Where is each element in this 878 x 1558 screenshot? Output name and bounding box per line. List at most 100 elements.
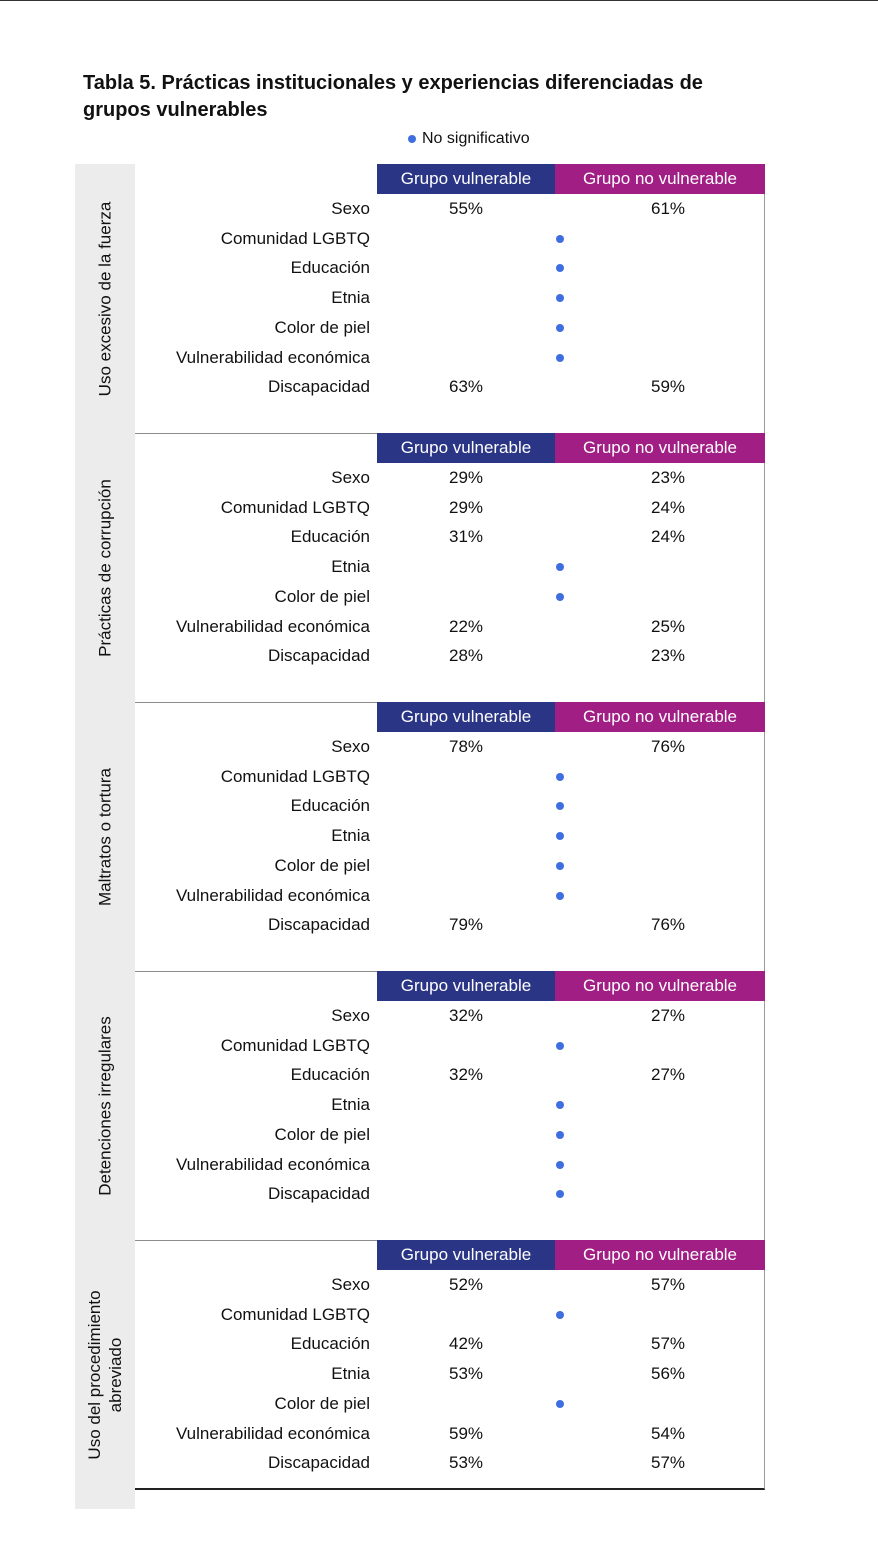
legend-label: No significativo	[422, 130, 530, 147]
value-vulnerable: 29%	[448, 497, 484, 517]
table-row: Vulnerabilidad económica 59% 54%	[135, 1419, 765, 1449]
section-side-panel: Detenciones irregulares	[75, 971, 135, 1240]
results-table: Uso excesivo de la fuerza Grupo vulnerabl…	[75, 164, 765, 1509]
not-significant-dot-icon	[556, 1130, 564, 1139]
row-label: Sexo	[331, 468, 370, 487]
not-significant-dot-icon	[556, 353, 564, 362]
legend: No significativo	[408, 128, 530, 150]
blue-dot-icon	[408, 135, 416, 143]
table-row: Educación 42% 57%	[135, 1329, 765, 1359]
row-label: Etnia	[331, 288, 370, 308]
table-row: Educación 32% 27%	[135, 1060, 765, 1090]
table-row: Sexo 55% 61%	[135, 194, 765, 224]
not-significant-dot-icon	[556, 1399, 564, 1408]
column-header-vulnerable: Grupo vulnerable	[377, 1240, 555, 1270]
row-label: Educación	[290, 796, 370, 816]
not-significant-dot-icon	[556, 1160, 564, 1169]
table-row: Vulnerabilidad económica	[135, 1150, 765, 1180]
value-non-vulnerable: 57%	[650, 1275, 686, 1294]
table-row: Etnia	[135, 552, 765, 582]
not-significant-dot-icon	[556, 802, 564, 811]
not-significant-dot-icon	[556, 891, 564, 900]
table-row: Etnia	[135, 1090, 765, 1120]
row-label: Comunidad LGBTQ	[220, 497, 370, 517]
not-significant-dot-icon	[556, 1310, 564, 1319]
value-vulnerable: 52%	[448, 1275, 484, 1294]
column-header-non-vulnerable: Grupo no vulnerable	[555, 1240, 765, 1270]
row-label: Vulnerabilidad económica	[175, 885, 370, 905]
table-row: Discapacidad 63% 59%	[135, 372, 765, 402]
not-significant-dot-icon	[556, 323, 564, 332]
row-label: Sexo	[331, 737, 370, 756]
value-vulnerable: 53%	[448, 1453, 484, 1473]
value-non-vulnerable: 76%	[650, 737, 686, 756]
table-row: Sexo 52% 57%	[135, 1270, 765, 1300]
not-significant-dot-icon	[556, 234, 564, 243]
table-section: Prácticas de corrupción Grupo vulnerable G…	[75, 433, 765, 702]
value-vulnerable: 31%	[448, 527, 484, 547]
value-vulnerable: 28%	[448, 646, 484, 666]
row-label: Vulnerabilidad económica	[175, 347, 370, 367]
value-non-vulnerable: 57%	[650, 1453, 686, 1473]
row-label: Color de piel	[274, 317, 370, 337]
table-row: Color de piel	[135, 851, 765, 881]
section-label: Detenciones irregulares	[95, 1015, 115, 1196]
table-row: Educación	[135, 791, 765, 821]
table-row: Comunidad LGBTQ	[135, 1300, 765, 1330]
table-row: Color de piel	[135, 1389, 765, 1419]
table-row: Vulnerabilidad económica 22% 25%	[135, 612, 765, 642]
row-label: Educación	[290, 258, 370, 278]
table-row: Color de piel	[135, 582, 765, 612]
row-label: Discapacidad	[267, 646, 370, 666]
not-significant-dot-icon	[556, 1101, 564, 1110]
row-label: Comunidad LGBTQ	[220, 1035, 370, 1055]
table-row: Sexo 32% 27%	[135, 1001, 765, 1031]
table-row: Sexo 29% 23%	[135, 463, 765, 493]
table-row: Color de piel	[135, 313, 765, 343]
table-title: Tabla 5. Prácticas institucionales y exp…	[83, 72, 703, 121]
row-label: Discapacidad	[267, 1184, 370, 1204]
row-label: Sexo	[331, 1275, 370, 1294]
value-non-vulnerable: 23%	[650, 646, 686, 666]
row-label: Vulnerabilidad económica	[175, 1423, 370, 1443]
not-significant-dot-icon	[556, 1041, 564, 1050]
value-non-vulnerable: 59%	[650, 377, 686, 397]
row-label: Educación	[290, 527, 370, 547]
value-vulnerable: 53%	[448, 1364, 484, 1384]
value-vulnerable: 32%	[448, 1006, 484, 1025]
section-label: Prácticas de corrupción	[95, 478, 115, 657]
table-row: Educación 31% 24%	[135, 522, 765, 552]
row-label: Educación	[290, 1065, 370, 1085]
row-label: Sexo	[331, 199, 370, 218]
column-header-vulnerable: Grupo vulnerable	[377, 702, 555, 732]
section-side-panel: Prácticas de corrupción	[75, 433, 135, 702]
value-non-vulnerable: 56%	[650, 1364, 686, 1384]
column-header-vulnerable: Grupo vulnerable	[377, 164, 555, 194]
table-row: Discapacidad 28% 23%	[135, 641, 765, 671]
top-rule	[0, 0, 878, 1]
section-side-panel: Uso del procedimiento abreviado	[75, 1240, 135, 1509]
row-label: Vulnerabilidad económica	[175, 1154, 370, 1174]
value-non-vulnerable: 57%	[650, 1334, 686, 1354]
row-label: Color de piel	[274, 1124, 370, 1144]
table-row: Comunidad LGBTQ	[135, 762, 765, 792]
not-significant-dot-icon	[556, 832, 564, 841]
value-non-vulnerable: 24%	[650, 527, 686, 547]
row-label: Comunidad LGBTQ	[220, 766, 370, 786]
value-non-vulnerable: 76%	[650, 915, 686, 935]
value-vulnerable: 59%	[448, 1423, 484, 1443]
column-header-non-vulnerable: Grupo no vulnerable	[555, 702, 765, 732]
value-non-vulnerable: 27%	[650, 1006, 686, 1025]
value-vulnerable: 32%	[448, 1065, 484, 1085]
value-non-vulnerable: 27%	[650, 1065, 686, 1085]
row-label: Discapacidad	[267, 1453, 370, 1473]
row-label: Vulnerabilidad económica	[175, 616, 370, 636]
section-label: Uso del procedimiento abreviado	[85, 1289, 125, 1460]
value-vulnerable: 55%	[448, 199, 484, 218]
not-significant-dot-icon	[556, 861, 564, 870]
row-label: Etnia	[331, 1095, 370, 1115]
value-vulnerable: 79%	[448, 915, 484, 935]
table-row: Sexo 78% 76%	[135, 732, 765, 762]
value-non-vulnerable: 61%	[650, 199, 686, 218]
section-side-panel: Uso excesivo de la fuerza	[75, 164, 135, 433]
